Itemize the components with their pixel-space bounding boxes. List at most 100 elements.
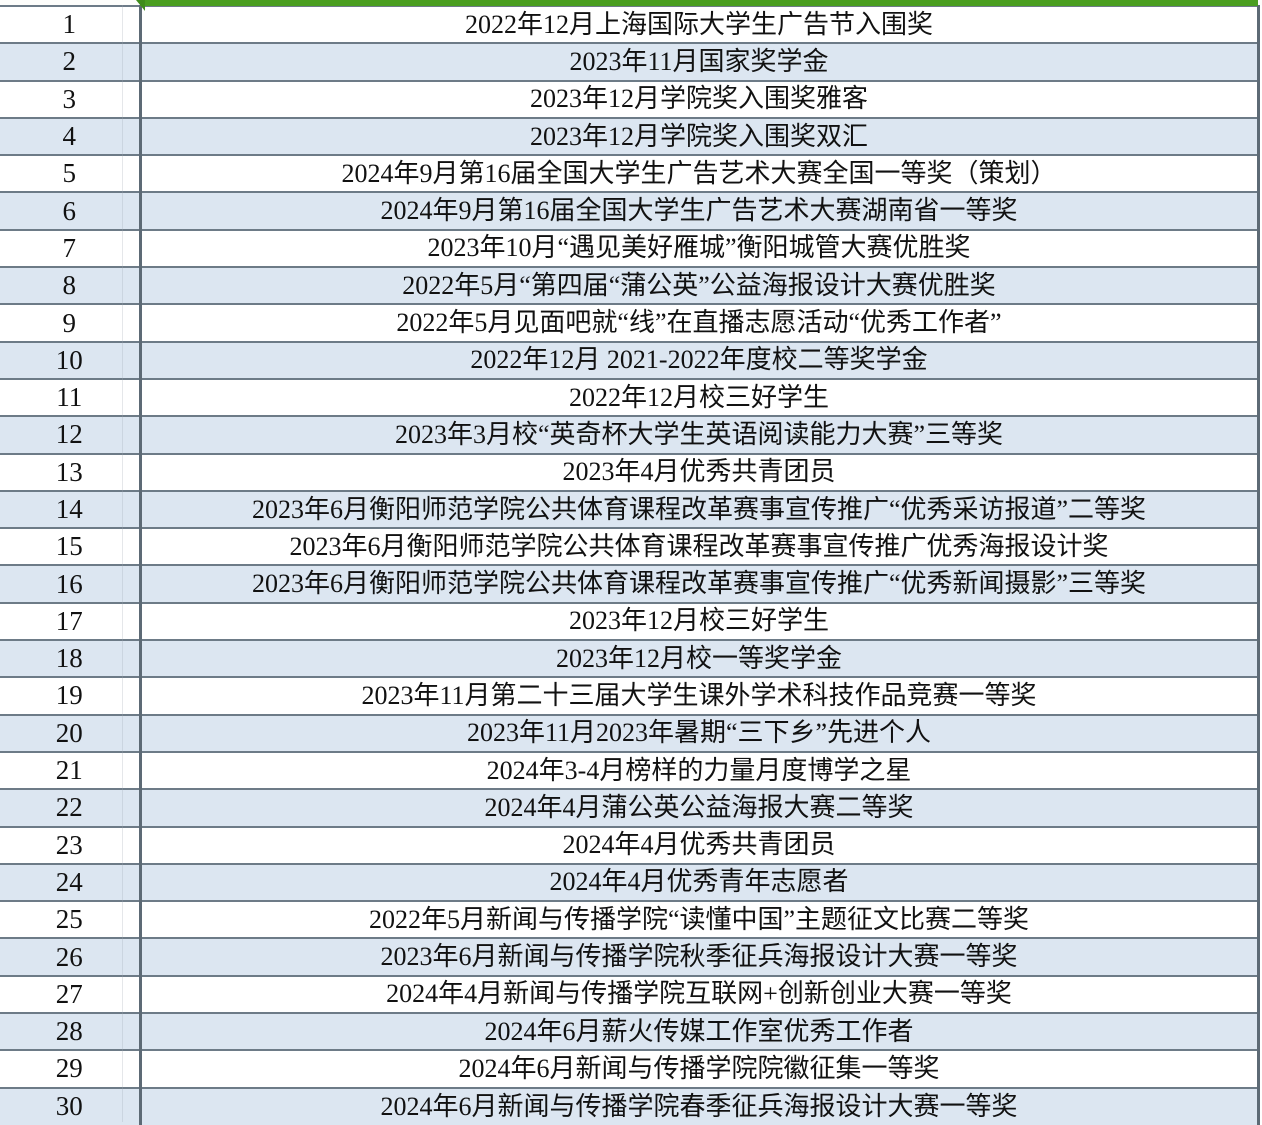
row-index-cell[interactable]: 23 [0, 825, 142, 864]
award-cell[interactable]: 2024年6月新闻与传播学院春季征兵海报设计大赛一等奖 [140, 1086, 1260, 1125]
table-row[interactable]: 17 2023年12月校三好学生 [0, 601, 1260, 641]
table-row[interactable]: 16 2023年6月衡阳师范学院公共体育课程改革赛事宣传推广“优秀新闻摄影”三等奖 [0, 564, 1260, 603]
award-cell[interactable]: 2022年12月校三好学生 [140, 377, 1260, 417]
table-row[interactable]: 8 2022年5月“第四届“蒲公英”公益海报设计大赛优胜奖 [0, 266, 1260, 305]
row-index-cell[interactable]: 4 [0, 116, 142, 156]
table-row[interactable]: 30 2024年6月新闻与传播学院春季征兵海报设计大赛一等奖 [0, 1086, 1260, 1125]
award-text: 2022年5月“第四届“蒲公英”公益海报设计大赛优胜奖 [402, 270, 996, 300]
award-cell[interactable]: 2024年6月薪火传媒工作室优秀工作者 [140, 1012, 1260, 1051]
award-cell[interactable]: 2024年9月第16届全国大学生广告艺术大赛湖南省一等奖 [140, 191, 1260, 230]
row-index-cell[interactable]: 10 [0, 340, 142, 379]
table-row[interactable]: 4 2023年12月学院奖入围奖双汇 [0, 116, 1260, 156]
row-index-cell[interactable]: 30 [0, 1086, 142, 1125]
award-cell[interactable]: 2023年12月校三好学生 [140, 601, 1260, 641]
award-cell[interactable]: 2023年4月优秀共青团员 [140, 452, 1260, 491]
award-cell[interactable]: 2023年3月校“英奇杯大学生英语阅读能力大赛”三等奖 [140, 415, 1260, 454]
award-cell[interactable]: 2023年12月学院奖入围奖雅客 [140, 79, 1260, 118]
table-row[interactable]: 20 2023年11月2023年暑期“三下乡”先进个人 [0, 713, 1260, 752]
awards-table: 1 2022年12月上海国际大学生广告节入围奖 2 2023年11月国家奖学金 3 202… [0, 4, 1260, 1125]
row-index-cell[interactable]: 19 [0, 676, 142, 715]
award-cell[interactable]: 2023年12月校一等奖学金 [140, 639, 1260, 678]
award-text: 2024年4月优秀青年志愿者 [549, 867, 849, 897]
row-index-cell[interactable]: 17 [0, 601, 142, 641]
award-cell[interactable]: 2023年6月衡阳师范学院公共体育课程改革赛事宣传推广“优秀采访报道”二等奖 [140, 489, 1260, 529]
row-index-cell[interactable]: 15 [0, 527, 142, 566]
award-text: 2023年12月学院奖入围奖双汇 [529, 121, 868, 151]
table-row[interactable]: 13 2023年4月优秀共青团员 [0, 452, 1260, 491]
table-row[interactable]: 15 2023年6月衡阳师范学院公共体育课程改革赛事宣传推广优秀海报设计奖 [0, 527, 1260, 566]
award-cell[interactable]: 2022年5月见面吧就“线”在直播志愿活动“优秀工作者” [140, 303, 1260, 342]
award-cell[interactable]: 2023年6月新闻与传播学院秋季征兵海报设计大赛一等奖 [140, 937, 1260, 976]
award-cell[interactable]: 2024年4月优秀青年志愿者 [140, 862, 1260, 902]
award-cell[interactable]: 2022年5月“第四届“蒲公英”公益海报设计大赛优胜奖 [140, 266, 1260, 305]
award-cell[interactable]: 2023年10月“遇见美好雁城”衡阳城管大赛优胜奖 [140, 228, 1260, 268]
table-row[interactable]: 10 2022年12月 2021-2022年度校二等奖学金 [0, 340, 1260, 379]
table-row[interactable]: 12 2023年3月校“英奇杯大学生英语阅读能力大赛”三等奖 [0, 415, 1260, 454]
row-index-cell[interactable]: 24 [0, 862, 142, 902]
table-row[interactable]: 22 2024年4月蒲公英公益海报大赛二等奖 [0, 788, 1260, 827]
award-cell[interactable]: 2024年4月新闻与传播学院互联网+创新创业大赛一等奖 [140, 974, 1260, 1014]
row-index-cell[interactable]: 26 [0, 937, 142, 976]
row-index-cell[interactable]: 6 [0, 191, 142, 230]
table-row[interactable]: 6 2024年9月第16届全国大学生广告艺术大赛湖南省一等奖 [0, 191, 1260, 230]
row-index-cell[interactable]: 22 [0, 788, 142, 827]
table-row[interactable]: 24 2024年4月优秀青年志愿者 [0, 862, 1260, 902]
award-cell[interactable]: 2022年12月上海国际大学生广告节入围奖 [140, 4, 1260, 44]
row-index-cell[interactable]: 7 [0, 228, 142, 268]
award-cell[interactable]: 2023年11月国家奖学金 [140, 42, 1260, 81]
row-index-cell[interactable]: 21 [0, 750, 142, 790]
row-index-cell[interactable]: 9 [0, 303, 142, 342]
row-index-cell[interactable]: 27 [0, 974, 142, 1014]
table-row[interactable]: 25 2022年5月新闻与传播学院“读懂中国”主题征文比赛二等奖 [0, 900, 1260, 939]
row-index-cell[interactable]: 29 [0, 1049, 142, 1088]
table-row[interactable]: 28 2024年6月薪火传媒工作室优秀工作者 [0, 1012, 1260, 1051]
table-row[interactable]: 5 2024年9月第16届全国大学生广告艺术大赛全国一等奖（策划） [0, 154, 1260, 193]
row-index-cell[interactable]: 8 [0, 266, 142, 305]
row-index-cell[interactable]: 1 [0, 4, 142, 44]
table-row[interactable]: 7 2023年10月“遇见美好雁城”衡阳城管大赛优胜奖 [0, 228, 1260, 268]
row-index-cell[interactable]: 12 [0, 415, 142, 454]
table-row[interactable]: 9 2022年5月见面吧就“线”在直播志愿活动“优秀工作者” [0, 303, 1260, 342]
row-index-cell[interactable]: 5 [0, 154, 142, 193]
row-index-cell[interactable]: 2 [0, 42, 142, 81]
row-index-cell[interactable]: 16 [0, 564, 142, 603]
table-row[interactable]: 29 2024年6月新闻与传播学院院徽征集一等奖 [0, 1049, 1260, 1088]
award-cell[interactable]: 2023年6月衡阳师范学院公共体育课程改革赛事宣传推广“优秀新闻摄影”三等奖 [140, 564, 1260, 603]
award-text: 2023年6月衡阳师范学院公共体育课程改革赛事宣传推广“优秀新闻摄影”三等奖 [251, 569, 1147, 599]
award-cell[interactable]: 2024年3-4月榜样的力量月度博学之星 [140, 750, 1260, 790]
table-row[interactable]: 26 2023年6月新闻与传播学院秋季征兵海报设计大赛一等奖 [0, 937, 1260, 976]
award-cell[interactable]: 2024年4月蒲公英公益海报大赛二等奖 [140, 788, 1260, 827]
award-cell[interactable]: 2022年5月新闻与传播学院“读懂中国”主题征文比赛二等奖 [140, 900, 1260, 939]
award-cell[interactable]: 2022年12月 2021-2022年度校二等奖学金 [140, 340, 1260, 379]
award-cell[interactable]: 2023年11月2023年暑期“三下乡”先进个人 [140, 713, 1260, 752]
award-cell[interactable]: 2024年6月新闻与传播学院院徽征集一等奖 [140, 1049, 1260, 1088]
table-row[interactable]: 27 2024年4月新闻与传播学院互联网+创新创业大赛一等奖 [0, 974, 1260, 1014]
table-row[interactable]: 23 2024年4月优秀共青团员 [0, 825, 1260, 864]
row-index-cell[interactable]: 11 [0, 377, 142, 417]
row-index-cell[interactable]: 18 [0, 639, 142, 678]
award-text: 2024年9月第16届全国大学生广告艺术大赛全国一等奖（策划） [341, 158, 1057, 188]
row-index-cell[interactable]: 14 [0, 489, 142, 529]
award-cell[interactable]: 2023年11月第二十三届大学生课外学术科技作品竞赛一等奖 [140, 676, 1260, 715]
row-index-cell[interactable]: 28 [0, 1012, 142, 1051]
table-row[interactable]: 11 2022年12月校三好学生 [0, 377, 1260, 417]
award-cell[interactable]: 2024年4月优秀共青团员 [140, 825, 1260, 864]
award-cell[interactable]: 2023年12月学院奖入围奖双汇 [140, 116, 1260, 156]
table-row[interactable]: 18 2023年12月校一等奖学金 [0, 639, 1260, 678]
award-text: 2023年6月衡阳师范学院公共体育课程改革赛事宣传推广“优秀采访报道”二等奖 [251, 494, 1147, 524]
award-cell[interactable]: 2024年9月第16届全国大学生广告艺术大赛全国一等奖（策划） [140, 154, 1260, 193]
row-index-cell[interactable]: 3 [0, 79, 142, 118]
table-row[interactable]: 1 2022年12月上海国际大学生广告节入围奖 [0, 4, 1260, 44]
table-row[interactable]: 14 2023年6月衡阳师范学院公共体育课程改革赛事宣传推广“优秀采访报道”二等奖 [0, 489, 1260, 529]
row-index-cell[interactable]: 25 [0, 900, 142, 939]
row-index-cell[interactable]: 20 [0, 713, 142, 752]
award-text: 2024年6月新闻与传播学院春季征兵海报设计大赛一等奖 [380, 1091, 1018, 1121]
table-row[interactable]: 21 2024年3-4月榜样的力量月度博学之星 [0, 750, 1260, 790]
table-row[interactable]: 3 2023年12月学院奖入围奖雅客 [0, 79, 1260, 118]
award-cell[interactable]: 2023年6月衡阳师范学院公共体育课程改革赛事宣传推广优秀海报设计奖 [140, 527, 1260, 566]
table-row[interactable]: 19 2023年11月第二十三届大学生课外学术科技作品竞赛一等奖 [0, 676, 1260, 715]
table-row[interactable]: 2 2023年11月国家奖学金 [0, 42, 1260, 81]
award-text: 2023年3月校“英奇杯大学生英语阅读能力大赛”三等奖 [394, 419, 1004, 449]
award-text: 2023年11月国家奖学金 [569, 46, 829, 76]
row-index-cell[interactable]: 13 [0, 452, 142, 491]
